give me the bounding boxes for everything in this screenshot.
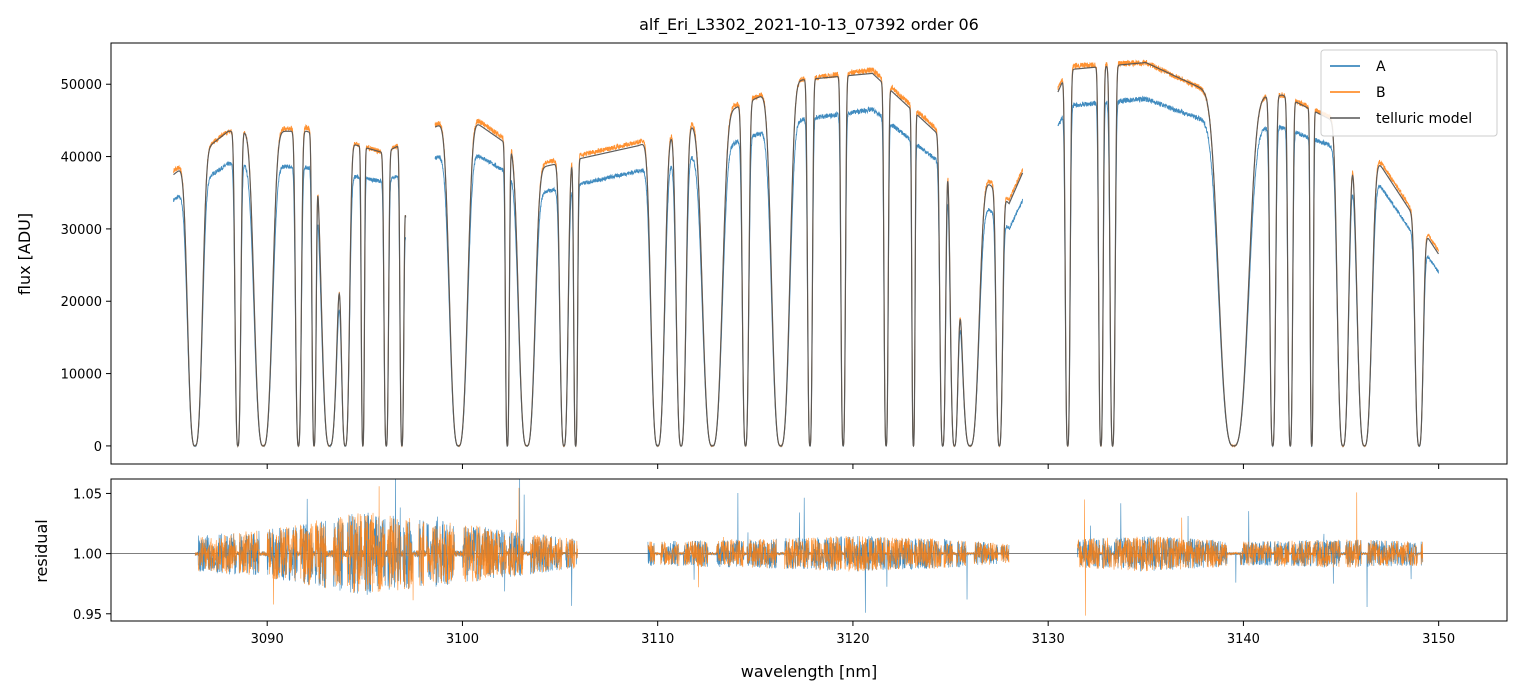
x-tick-label: 3100 (446, 632, 479, 647)
legend-label-a: A (1376, 59, 1386, 75)
residual-y-tick-label: 1.05 (73, 487, 102, 502)
legend-label-model: telluric model (1376, 111, 1472, 127)
x-tick-label: 3090 (251, 632, 284, 647)
flux-y-axis-label: flux [ADU] (15, 213, 34, 295)
flux-series-group (173, 59, 1439, 449)
flux-series-telluric-model-segment-2 (434, 72, 1024, 448)
x-tick-label: 3120 (836, 632, 869, 647)
flux-y-tick-label: 0 (94, 440, 102, 455)
flux-y-tick-label: 20000 (61, 295, 102, 310)
flux-y-tick-label: 50000 (61, 78, 102, 93)
x-tick-label: 3130 (1032, 632, 1065, 647)
flux-series-telluric-model-segment-3 (1057, 61, 1439, 448)
x-tick-label: 3150 (1422, 632, 1455, 647)
x-axis-label: wavelength [nm] (741, 662, 878, 681)
chart-title: alf_Eri_L3302_2021-10-13_07392 order 06 (639, 15, 979, 35)
flux-x-ticks (266, 464, 1440, 469)
flux-series-b-segment-1 (173, 124, 407, 448)
flux-panel: 0 10000 20000 30000 40000 50000 flux [ADU] A … (15, 42, 1508, 469)
residual-series-b-segment-2 (647, 536, 1010, 588)
residual-x-ticks: 3090 3100 3110 3120 3130 3140 3150 (251, 621, 1455, 647)
residual-y-tick-label: 1.00 (73, 548, 102, 563)
flux-series-a-segment-1 (173, 160, 407, 449)
legend: A B telluric model (1320, 49, 1498, 137)
residual-panel: 0.95 1.00 1.05 3090 3100 3110 3120 3130 3140 315… (32, 478, 1508, 647)
flux-series-telluric-model-segment-1 (173, 130, 407, 448)
residual-series-b-segment-1 (194, 486, 578, 605)
x-tick-label: 3110 (641, 632, 674, 647)
legend-box (1320, 49, 1498, 137)
residual-y-ticks: 0.95 1.00 1.05 (73, 487, 111, 623)
legend-label-b: B (1376, 85, 1386, 101)
flux-y-ticks: 0 10000 20000 30000 40000 50000 (61, 78, 111, 455)
flux-y-tick-label: 40000 (61, 151, 102, 166)
flux-plot-frame (110, 42, 1508, 465)
flux-y-tick-label: 10000 (61, 368, 102, 383)
x-tick-label: 3140 (1227, 632, 1260, 647)
residual-y-tick-label: 0.95 (73, 608, 102, 623)
residual-series-b-segment-3 (1077, 492, 1424, 616)
residual-plot-frame (110, 478, 1508, 622)
residual-y-axis-label: residual (32, 519, 51, 582)
residual-series-group (194, 479, 1424, 616)
flux-y-tick-label: 30000 (61, 223, 102, 238)
